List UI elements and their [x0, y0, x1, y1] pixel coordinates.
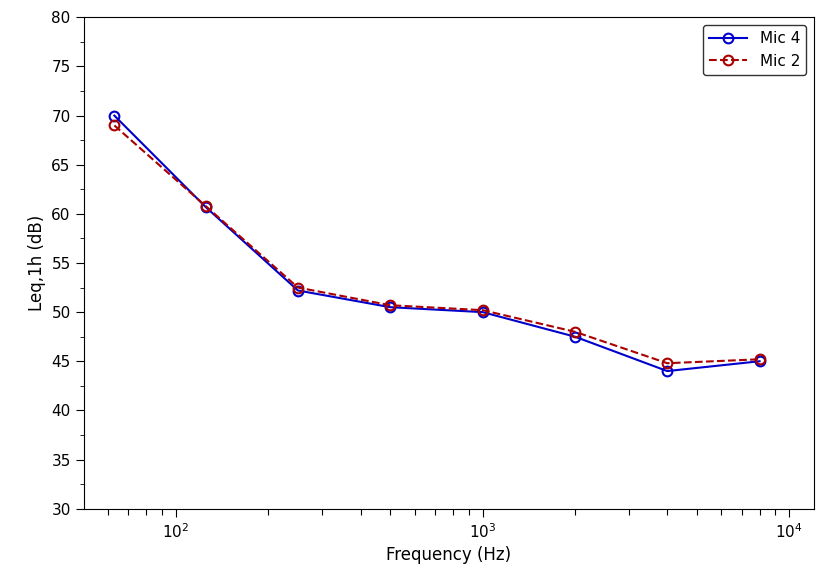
- Mic 4: [754, 358, 764, 365]
- Mic 2: [477, 307, 487, 314]
- Mic 2: [662, 360, 672, 366]
- X-axis label: Frequency (Hz): Frequency (Hz): [386, 546, 512, 564]
- Mic 4: [385, 304, 395, 311]
- Mic 2: [385, 302, 395, 309]
- Mic 4: [201, 203, 211, 210]
- Mic 2: [201, 202, 211, 209]
- Line: Mic 4: Mic 4: [110, 111, 764, 376]
- Mic 4: [109, 112, 119, 119]
- Mic 4: [477, 309, 487, 316]
- Mic 2: [109, 122, 119, 129]
- Mic 4: [570, 333, 580, 340]
- Mic 2: [754, 356, 764, 363]
- Line: Mic 2: Mic 2: [110, 121, 764, 368]
- Mic 4: [662, 368, 672, 375]
- Legend: Mic 4, Mic 2: Mic 4, Mic 2: [703, 25, 806, 75]
- Y-axis label: Leq,1h (dB): Leq,1h (dB): [28, 215, 46, 311]
- Mic 4: [293, 287, 303, 294]
- Mic 2: [570, 328, 580, 335]
- Mic 2: [293, 284, 303, 291]
